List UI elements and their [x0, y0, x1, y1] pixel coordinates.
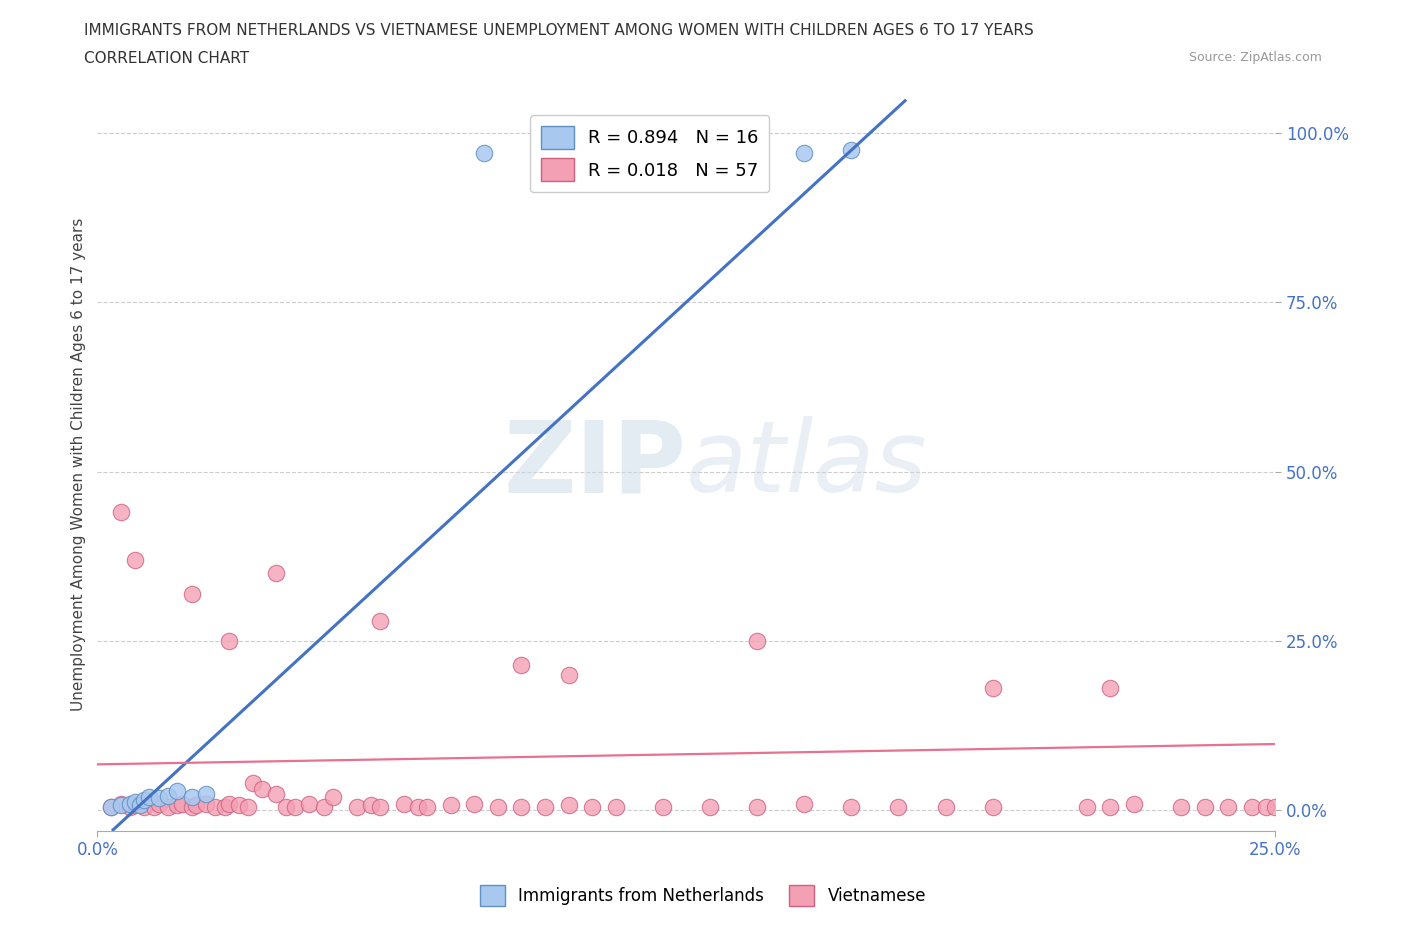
Text: IMMIGRANTS FROM NETHERLANDS VS VIETNAMESE UNEMPLOYMENT AMONG WOMEN WITH CHILDREN: IMMIGRANTS FROM NETHERLANDS VS VIETNAMES…: [84, 23, 1033, 38]
Point: [312, 800, 335, 815]
Point: [274, 800, 297, 815]
Point: [180, 586, 202, 601]
Point: [134, 793, 156, 808]
Point: [392, 796, 415, 811]
Point: [298, 796, 321, 811]
Point: [839, 800, 862, 815]
Point: [1170, 800, 1192, 815]
Point: [368, 613, 391, 628]
Point: [557, 668, 579, 683]
Point: [360, 798, 382, 813]
Point: [534, 800, 557, 815]
Point: [1099, 681, 1122, 696]
Point: [128, 798, 150, 813]
Point: [110, 796, 132, 811]
Point: [1194, 800, 1216, 815]
Point: [157, 800, 180, 815]
Point: [284, 800, 307, 815]
Point: [180, 790, 202, 804]
Point: [180, 800, 202, 815]
Point: [124, 795, 146, 810]
Point: [1218, 800, 1240, 815]
Point: [252, 781, 274, 796]
Point: [406, 800, 429, 815]
Point: [166, 784, 188, 799]
Point: [138, 790, 160, 804]
Point: [793, 796, 815, 811]
Point: [236, 800, 259, 815]
Text: CORRELATION CHART: CORRELATION CHART: [84, 51, 249, 66]
Point: [148, 790, 170, 805]
Point: [242, 776, 264, 790]
Point: [463, 796, 485, 811]
Y-axis label: Unemployment Among Women with Children Ages 6 to 17 years: Unemployment Among Women with Children A…: [72, 218, 86, 711]
Point: [1076, 800, 1098, 815]
Point: [124, 552, 146, 567]
Point: [887, 800, 910, 815]
Point: [346, 800, 368, 815]
Point: [1099, 800, 1122, 815]
Point: [1240, 800, 1263, 815]
Point: [186, 798, 208, 813]
Point: [148, 796, 170, 811]
Point: [120, 796, 142, 811]
Legend: Immigrants from Netherlands, Vietnamese: Immigrants from Netherlands, Vietnamese: [474, 879, 932, 912]
Point: [100, 800, 122, 815]
Point: [194, 786, 217, 801]
Legend: R = 0.894   N = 16, R = 0.018   N = 57: R = 0.894 N = 16, R = 0.018 N = 57: [530, 115, 769, 193]
Point: [699, 800, 721, 815]
Point: [172, 796, 194, 811]
Point: [935, 800, 957, 815]
Point: [557, 798, 579, 813]
Point: [228, 798, 250, 813]
Point: [166, 798, 188, 813]
Point: [1123, 796, 1146, 811]
Point: [204, 800, 226, 815]
Point: [194, 796, 217, 811]
Point: [1264, 800, 1286, 815]
Point: [416, 800, 439, 815]
Point: [981, 800, 1004, 815]
Point: [120, 800, 142, 815]
Point: [100, 800, 122, 815]
Point: [266, 786, 288, 801]
Text: Source: ZipAtlas.com: Source: ZipAtlas.com: [1188, 51, 1322, 64]
Point: [110, 505, 132, 520]
Point: [651, 142, 673, 157]
Point: [218, 796, 240, 811]
Point: [322, 790, 344, 804]
Point: [266, 565, 288, 580]
Point: [134, 800, 156, 815]
Point: [510, 800, 533, 815]
Point: [440, 798, 463, 813]
Text: ZIP: ZIP: [503, 417, 686, 513]
Point: [124, 798, 146, 813]
Point: [486, 800, 509, 815]
Point: [839, 142, 862, 157]
Point: [981, 681, 1004, 696]
Point: [110, 798, 132, 813]
Point: [214, 800, 236, 815]
Text: atlas: atlas: [686, 417, 928, 513]
Point: [605, 800, 627, 815]
Point: [157, 788, 180, 803]
Point: [510, 658, 533, 672]
Point: [472, 145, 495, 160]
Point: [745, 633, 768, 648]
Point: [368, 800, 391, 815]
Point: [1254, 800, 1277, 815]
Point: [142, 800, 165, 815]
Point: [581, 800, 603, 815]
Point: [745, 800, 768, 815]
Point: [218, 633, 240, 648]
Point: [793, 145, 815, 160]
Point: [651, 800, 673, 815]
